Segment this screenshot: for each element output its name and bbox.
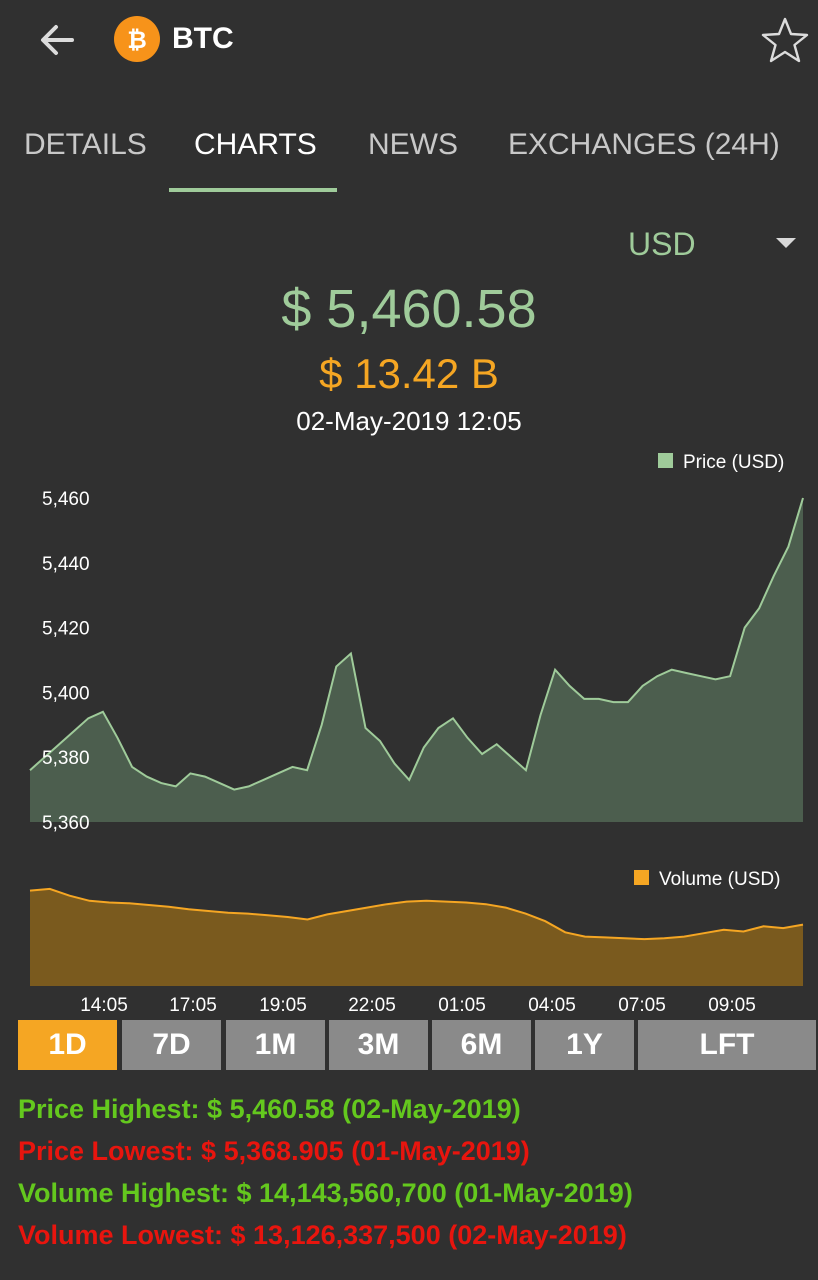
- time-x-tick: 09:05: [708, 995, 756, 1016]
- tab-exchanges[interactable]: EXCHANGES (24H): [508, 128, 780, 161]
- range-3m-button[interactable]: 3M: [329, 1020, 428, 1070]
- tab-news[interactable]: NEWS: [368, 128, 458, 161]
- price-legend-label: Price (USD): [683, 452, 784, 473]
- time-x-tick: 04:05: [528, 995, 576, 1016]
- volume-legend-label: Volume (USD): [659, 869, 780, 890]
- time-x-tick: 17:05: [169, 995, 217, 1016]
- volume-highest-stat: Volume Highest: $ 14,143,560,700 (01-May…: [18, 1178, 633, 1208]
- price-lowest-stat: Price Lowest: $ 5,368.905 (01-May-2019): [18, 1136, 530, 1166]
- back-button[interactable]: [36, 20, 80, 60]
- price-y-tick: 5,440: [42, 554, 90, 575]
- range-1d-button[interactable]: 1D: [18, 1020, 117, 1070]
- volume-area: [30, 888, 803, 986]
- star-outline-icon: [761, 17, 809, 63]
- volume-chart[interactable]: Volume (USD) 14:05 17:05 19:05 22:05 01:05 04:…: [0, 858, 818, 1024]
- price-line: [29, 497, 804, 791]
- time-x-tick: 01:05: [438, 995, 486, 1016]
- price-y-tick: 5,400: [42, 683, 90, 704]
- time-x-tick: 22:05: [348, 995, 396, 1016]
- chevron-down-icon[interactable]: [776, 238, 796, 248]
- price-y-tick: 5,460: [42, 489, 90, 510]
- volume-lowest-stat: Volume Lowest: $ 13,126,337,500 (02-May-…: [18, 1220, 627, 1250]
- svg-text:₿: ₿: [127, 26, 147, 54]
- range-1y-button[interactable]: 1Y: [535, 1020, 634, 1070]
- market-cap: $ 13.42 B: [319, 350, 499, 397]
- price-area: [30, 498, 803, 822]
- coin-title: BTC: [172, 22, 234, 55]
- tab-details[interactable]: DETAILS: [24, 128, 147, 161]
- currency-select[interactable]: USD: [628, 226, 696, 262]
- volume-line: [29, 887, 804, 941]
- active-tab-indicator: [169, 188, 337, 192]
- favorite-button[interactable]: [760, 16, 810, 64]
- price-legend-swatch: [658, 453, 673, 468]
- price-y-tick: 5,420: [42, 619, 90, 640]
- tab-charts[interactable]: CHARTS: [194, 128, 317, 161]
- current-price: $ 5,460.58: [281, 279, 537, 339]
- range-6m-button[interactable]: 6M: [432, 1020, 531, 1070]
- time-x-tick: 19:05: [259, 995, 307, 1016]
- range-1m-button[interactable]: 1M: [226, 1020, 325, 1070]
- price-y-tick: 5,360: [42, 813, 90, 834]
- price-highest-stat: Price Highest: $ 5,460.58 (02-May-2019): [18, 1094, 521, 1124]
- price-datetime: 02-May-2019 12:05: [296, 406, 522, 436]
- time-x-tick: 07:05: [618, 995, 666, 1016]
- price-y-tick: 5,380: [42, 748, 90, 769]
- bitcoin-icon: ₿: [114, 16, 160, 62]
- range-7d-button[interactable]: 7D: [122, 1020, 221, 1070]
- price-chart[interactable]: 5,460 5,440 5,420 5,400 5,380 5,360 Price (USD…: [0, 440, 818, 840]
- volume-legend-swatch: [634, 870, 649, 885]
- time-x-tick: 14:05: [80, 995, 128, 1016]
- arrow-left-icon: [41, 25, 74, 55]
- range-lft-button[interactable]: LFT: [638, 1020, 816, 1070]
